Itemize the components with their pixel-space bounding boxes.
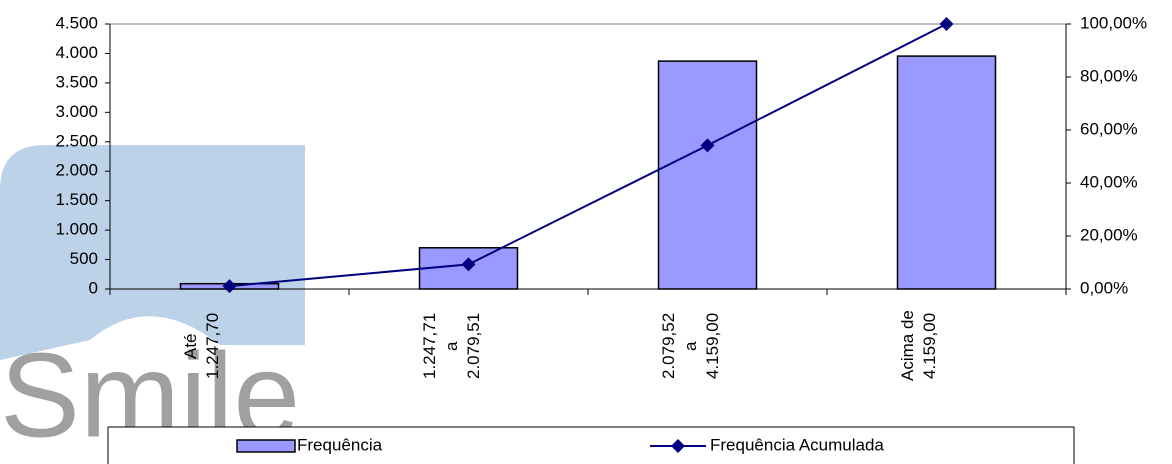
y-tick-label: 4.000 — [55, 43, 98, 62]
y2-tick-label: 60,00% — [1080, 119, 1138, 138]
y-tick-label: 1.500 — [55, 190, 98, 209]
y-tick-label: 3.500 — [55, 72, 98, 91]
y2-tick-label: 80,00% — [1080, 66, 1138, 85]
y2-tick-label: 0,00% — [1080, 278, 1128, 297]
line-marker — [940, 17, 954, 31]
x-tick-label: 1.247,71 a 2.079,51 — [419, 298, 519, 394]
legend-label: Frequência Acumulada — [710, 435, 884, 454]
y-tick-label: 4.500 — [55, 13, 98, 32]
bar — [898, 56, 996, 289]
y-tick-label: 2.500 — [55, 131, 98, 150]
x-tick-label: 2.079,52 a 4.159,00 — [658, 298, 758, 394]
bar — [659, 61, 757, 289]
y-tick-label: 2.000 — [55, 161, 98, 180]
legend-label: Frequência — [297, 435, 383, 454]
y2-tick-label: 100,00% — [1080, 13, 1147, 32]
x-tick-label: Até 1.247,70 — [180, 298, 280, 394]
page: Smile 05001.0001.5002.0002.5003.0003.500… — [0, 0, 1172, 464]
chart: Smile 05001.0001.5002.0002.5003.0003.500… — [0, 0, 1172, 464]
y-tick-label: 1.000 — [55, 220, 98, 239]
x-tick-label: Acima de 4.159,00 — [897, 298, 997, 394]
y2-tick-label: 40,00% — [1080, 172, 1138, 191]
y-tick-label: 0 — [89, 278, 98, 297]
line — [230, 24, 947, 286]
y2-tick-label: 20,00% — [1080, 225, 1138, 244]
y-tick-label: 3.000 — [55, 102, 98, 121]
legend-swatch — [237, 440, 295, 452]
y-tick-label: 500 — [70, 249, 98, 268]
